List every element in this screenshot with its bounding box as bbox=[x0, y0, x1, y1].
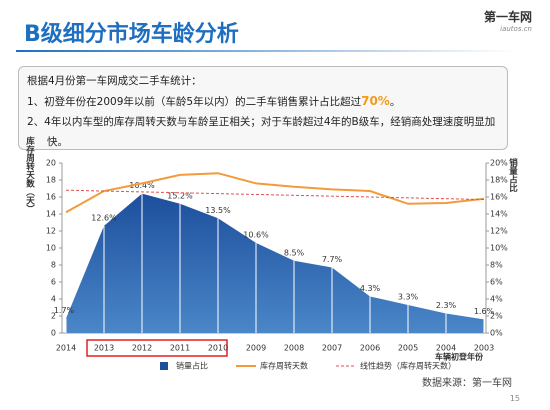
data-label: 1.6% bbox=[474, 307, 495, 316]
page-number: 15 bbox=[509, 394, 520, 403]
summary-box: 根据4月份第一车网成交二手车统计： 1、初登年份在2009年以前（车龄5年以内）… bbox=[18, 66, 508, 150]
y-tick-label: 10 bbox=[46, 244, 56, 253]
x-tick-label: 2005 bbox=[398, 344, 418, 353]
trend-line bbox=[65, 189, 485, 201]
summary-intro: 根据4月份第一车网成交二手车统计： bbox=[27, 75, 202, 87]
x-axis-title: 车辆初登年份 bbox=[435, 352, 484, 362]
legend-label: 库存周转天数 bbox=[260, 361, 308, 371]
area bbox=[66, 193, 484, 333]
summary-point: 2、4年以内车型的库存周转天数与车龄呈正相关；对于车龄超过4年的B级车，经销商处… bbox=[27, 116, 496, 148]
legend-swatch bbox=[160, 362, 168, 370]
data-label: 16.4% bbox=[129, 181, 155, 190]
data-label: 4.3% bbox=[360, 284, 381, 293]
x-tick-label: 2011 bbox=[170, 344, 190, 353]
slide-title: B级细分市场车龄分析 bbox=[24, 22, 239, 47]
y-tick-label: 4 bbox=[51, 295, 56, 304]
y-tick-label: 0 bbox=[51, 329, 56, 338]
y-tick-label: 18 bbox=[46, 176, 56, 185]
logo-url: iautos.cn bbox=[500, 25, 532, 33]
y2-tick-label: 12% bbox=[490, 227, 508, 236]
x-tick-label: 2003 bbox=[474, 344, 494, 353]
y-tick-label: 8 bbox=[51, 261, 56, 270]
x-tick-label: 2014 bbox=[56, 344, 76, 353]
y2-tick-label: 14% bbox=[490, 210, 508, 219]
data-label: 1.7% bbox=[54, 306, 75, 315]
y-tick-label: 14 bbox=[46, 210, 56, 219]
data-label: 3.3% bbox=[398, 292, 419, 301]
highlight: 70% bbox=[361, 94, 390, 108]
data-label: 15.2% bbox=[167, 191, 193, 200]
data-label: 13.5% bbox=[205, 206, 231, 215]
y2-tick-label: 20% bbox=[490, 159, 508, 168]
logo: 第一车网 iautos.cn bbox=[484, 8, 532, 33]
data-label: 10.6% bbox=[243, 230, 269, 239]
y2-tick-label: 4% bbox=[490, 295, 503, 304]
legend-label: 销量占比 bbox=[176, 361, 208, 371]
y2-tick-label: 2% bbox=[490, 312, 503, 321]
y2-tick-label: 18% bbox=[490, 176, 508, 185]
x-tick-label: 2013 bbox=[94, 344, 114, 353]
data-label: 8.5% bbox=[284, 248, 305, 257]
source: 数据来源：第一车网 bbox=[422, 378, 512, 389]
y-tick-label: 16 bbox=[46, 193, 56, 202]
text: 1、初登年份在2009年以前（车龄5年以内）的二手车销售累计占比超过 bbox=[27, 96, 362, 108]
y2-tick-label: 16% bbox=[490, 193, 508, 202]
y2-tick-label: 10% bbox=[490, 244, 508, 253]
data-label: 7.7% bbox=[322, 255, 343, 264]
x-tick-label: 2007 bbox=[322, 344, 342, 353]
data-label: 12.6% bbox=[91, 213, 117, 222]
y-tick-label: 6 bbox=[51, 278, 56, 287]
legend-label: 线性趋势（库存周转天数） bbox=[360, 361, 456, 371]
y-axis-title: 库存周转天数（天） bbox=[25, 136, 36, 213]
x-tick-label: 2012 bbox=[132, 344, 152, 353]
x-tick-label: 2008 bbox=[284, 344, 304, 353]
y-tick-label: 2 bbox=[51, 312, 56, 321]
line bbox=[65, 172, 485, 214]
y2-tick-label: 6% bbox=[490, 278, 503, 287]
highlight-box bbox=[86, 339, 228, 357]
y-tick-label: 12 bbox=[46, 227, 56, 236]
x-tick-label: 2006 bbox=[360, 344, 380, 353]
y2-tick-label: 8% bbox=[490, 261, 503, 270]
logo-text: 第一车网 bbox=[483, 10, 532, 24]
x-tick-label: 2010 bbox=[208, 344, 228, 353]
y2-tick-label: 0% bbox=[490, 329, 503, 338]
data-label: 2.3% bbox=[436, 301, 457, 310]
summary-point: 1、初登年份在2009年以前（车龄5年以内）的二手车销售累计占比超过70%。 bbox=[27, 91, 499, 112]
text: 。 bbox=[389, 96, 401, 108]
x-tick-label: 2004 bbox=[436, 344, 456, 353]
y2-axis-title: 销量占比 bbox=[508, 157, 518, 193]
title-rule bbox=[16, 50, 516, 52]
y-tick-label: 20 bbox=[46, 159, 56, 168]
x-tick-label: 2009 bbox=[246, 344, 266, 353]
